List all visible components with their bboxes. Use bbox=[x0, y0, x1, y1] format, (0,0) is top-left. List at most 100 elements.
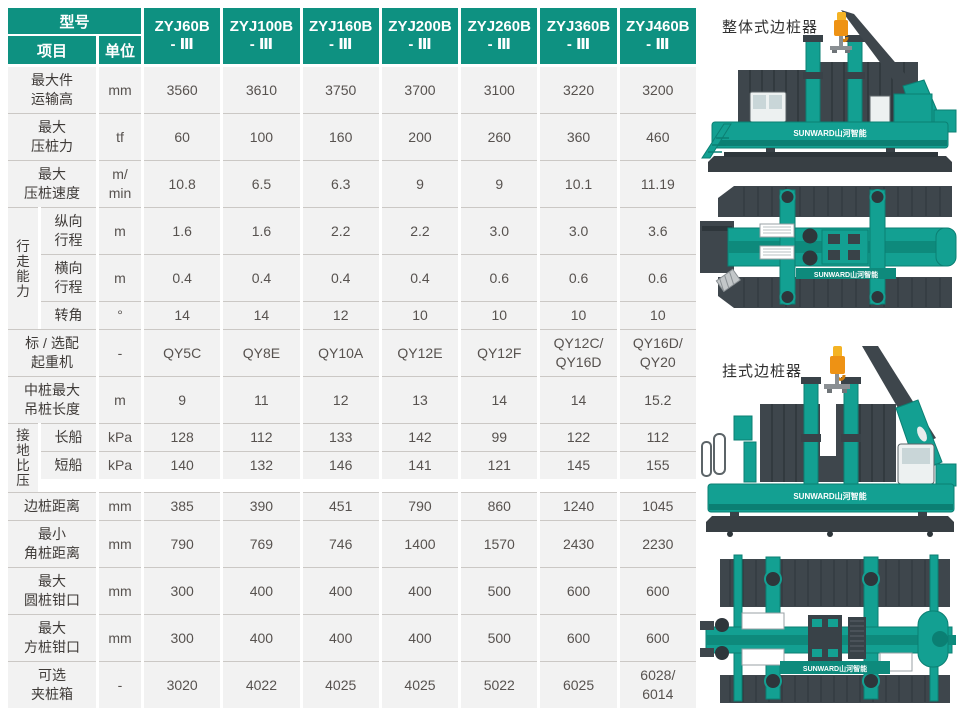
brand-text: SUNWARD山河智能 bbox=[793, 491, 866, 501]
cell-value: 769 bbox=[223, 520, 300, 567]
cell-value: 390 bbox=[223, 492, 300, 520]
cell-value: 14 bbox=[540, 376, 617, 423]
table-row: 可选 夹桩箱 -3020 4022 4025 4025 5022 6025 6028/ 601… bbox=[8, 661, 696, 708]
row-unit: kPa bbox=[99, 451, 141, 479]
cell-value: 2.2 bbox=[302, 207, 379, 254]
table-row: 纵向 行程 m 1.6 1.6 2.2 2.2 3.0 3.0 3.6 bbox=[41, 207, 696, 254]
cell-value: 142 bbox=[381, 423, 459, 451]
cell-value: 5022 bbox=[461, 661, 538, 708]
cell-value: 0.4 bbox=[144, 254, 221, 301]
cell-value: 140 bbox=[144, 451, 221, 479]
cell-value: 400 bbox=[302, 614, 379, 661]
cell-value: 1.6 bbox=[144, 207, 221, 254]
cell-value: 500 bbox=[461, 614, 538, 661]
row-label: 标 / 选配 起重机 bbox=[8, 329, 96, 376]
cell-value: 99 bbox=[461, 423, 538, 451]
row-unit: mm bbox=[99, 67, 141, 113]
corner-sub-row: 项目 单位 bbox=[8, 36, 141, 64]
cell-value: 3100 bbox=[461, 67, 538, 113]
table-row: 横向 行程 m 0.4 0.4 0.4 0.4 0.6 0.6 0.6 bbox=[41, 254, 696, 301]
corner-model-label: 型号 bbox=[8, 8, 141, 34]
row-unit: - bbox=[99, 661, 141, 708]
cell-value: 141 bbox=[381, 451, 459, 479]
cell-value: 3560 bbox=[144, 67, 221, 113]
table-row: 边桩距离 mm 385 390 451 790 860 1240 1045 bbox=[8, 492, 696, 520]
cell-value: 6028/ 6014 bbox=[619, 661, 696, 708]
cell-value: 400 bbox=[223, 614, 300, 661]
cell-value: QY12E bbox=[381, 329, 459, 376]
row-unit: tf bbox=[99, 113, 141, 160]
model-header: ZYJ100B - Ⅲ bbox=[223, 8, 300, 64]
cell-value: 13 bbox=[381, 376, 459, 423]
row-unit: m/ min bbox=[99, 160, 141, 207]
pile-driver-side-icon: SUNWARD山河智能 bbox=[701, 346, 957, 537]
row-label: 最大件 运输高 bbox=[8, 67, 96, 113]
cell-value: 0.6 bbox=[461, 254, 538, 301]
cell-value: 9 bbox=[461, 160, 538, 207]
cell-value: 3.0 bbox=[540, 207, 617, 254]
cell-value: 14 bbox=[461, 376, 538, 423]
cell-value: 0.6 bbox=[540, 254, 617, 301]
model-header: ZYJ460B - Ⅲ bbox=[619, 8, 696, 64]
cell-value: 10 bbox=[619, 301, 696, 329]
table-row: 最大件 运输高 mm 3560 3610 3750 3700 3100 3220 3200 bbox=[8, 67, 696, 113]
cell-value: 400 bbox=[381, 567, 459, 614]
cell-value: 260 bbox=[461, 113, 538, 160]
table-header: 型号 项目 单位 ZYJ60B - Ⅲ ZYJ100B - Ⅲ ZYJ160B - … bbox=[8, 8, 696, 64]
cell-value: 3.0 bbox=[461, 207, 538, 254]
brand-text: SUNWARD山河智能 bbox=[803, 664, 867, 673]
cell-value: 200 bbox=[381, 113, 459, 160]
row-unit: mm bbox=[99, 492, 141, 520]
cell-value: 0.4 bbox=[302, 254, 379, 301]
cell-value: 300 bbox=[144, 567, 221, 614]
group-label: 接 地 比 压 bbox=[8, 423, 38, 492]
row-label: 最小 角桩距离 bbox=[8, 520, 96, 567]
cell-value: QY12C/ QY16D bbox=[540, 329, 617, 376]
cell-value: 9 bbox=[381, 160, 459, 207]
cell-value: 600 bbox=[619, 567, 696, 614]
cell-value: 451 bbox=[302, 492, 379, 520]
cell-value: 12 bbox=[302, 376, 379, 423]
cell-value: 3700 bbox=[381, 67, 459, 113]
cell-value: 0.6 bbox=[619, 254, 696, 301]
cell-value: 3750 bbox=[302, 67, 379, 113]
cell-value: 300 bbox=[144, 614, 221, 661]
table-row: 转角 ° 14 14 12 10 10 10 10 bbox=[41, 301, 696, 329]
cell-value: 10 bbox=[381, 301, 459, 329]
cell-value: 160 bbox=[302, 113, 379, 160]
cell-value: 4022 bbox=[223, 661, 300, 708]
row-unit: kPa bbox=[99, 423, 141, 451]
cell-value: 11.19 bbox=[619, 160, 696, 207]
cell-value: 400 bbox=[381, 614, 459, 661]
cell-value: 400 bbox=[223, 567, 300, 614]
pile-driver-side-icon: SUNWARD山河智能 bbox=[701, 10, 957, 172]
cell-value: 0.4 bbox=[381, 254, 459, 301]
cell-value: 6.5 bbox=[223, 160, 300, 207]
cell-value: 128 bbox=[144, 423, 221, 451]
row-label: 最大 方桩钳口 bbox=[8, 614, 96, 661]
cell-value: 112 bbox=[619, 423, 696, 451]
group-rows: 长船 kPa 128 112 133 142 99 122 112 短船 kPa 140 132 146 1… bbox=[41, 423, 696, 492]
cell-value: 1570 bbox=[461, 520, 538, 567]
cell-value: 1045 bbox=[619, 492, 696, 520]
cell-value: 4025 bbox=[302, 661, 379, 708]
brand-text: SUNWARD山河智能 bbox=[793, 128, 866, 138]
model-header: ZYJ360B - Ⅲ bbox=[540, 8, 617, 64]
cell-value: 122 bbox=[540, 423, 617, 451]
cell-value: 10.1 bbox=[540, 160, 617, 207]
cell-value: 460 bbox=[619, 113, 696, 160]
cell-value: 400 bbox=[302, 567, 379, 614]
table-row-group: 行 走 能 力纵向 行程 m 1.6 1.6 2.2 2.2 3.0 3.0 3.6 横向 行程 m… bbox=[8, 207, 696, 329]
cell-value: 146 bbox=[302, 451, 379, 479]
cell-value: 746 bbox=[302, 520, 379, 567]
table-row: 长船 kPa 128 112 133 142 99 122 112 bbox=[41, 423, 696, 451]
row-label: 最大 圆桩钳口 bbox=[8, 567, 96, 614]
table-row: 最大 圆桩钳口 mm 300 400 400 400 500 600 600 bbox=[8, 567, 696, 614]
cell-value: 385 bbox=[144, 492, 221, 520]
model-header: ZYJ60B - Ⅲ bbox=[144, 8, 221, 64]
cell-value: QY12F bbox=[461, 329, 538, 376]
cell-value: 790 bbox=[381, 492, 459, 520]
row-label: 边桩距离 bbox=[8, 492, 96, 520]
row-unit: mm bbox=[99, 520, 141, 567]
